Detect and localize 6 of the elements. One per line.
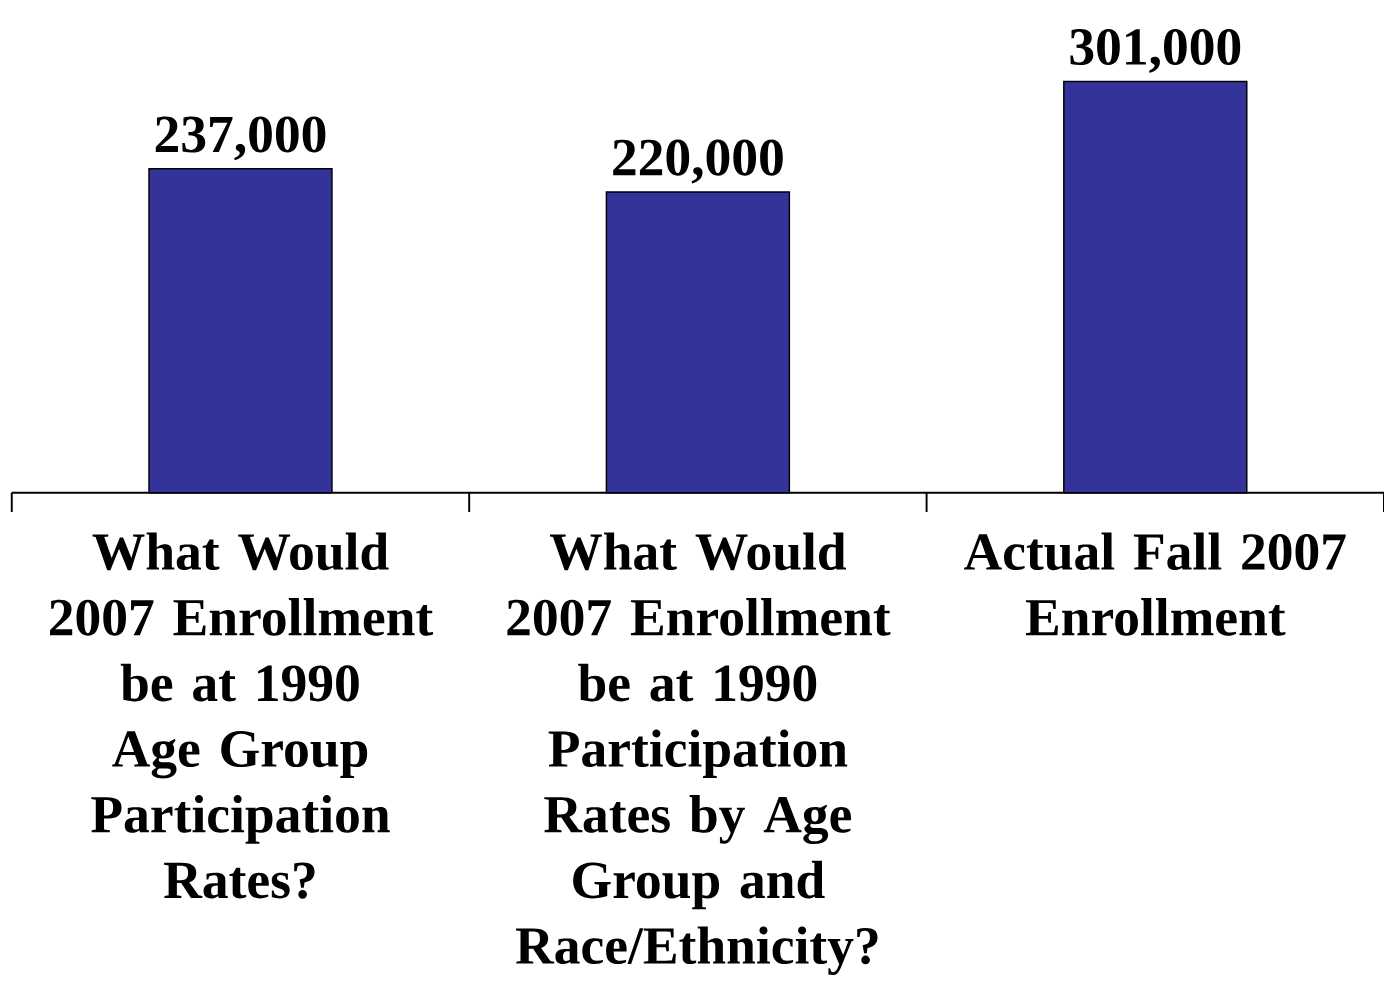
x-tick-label: What Would 2007 Enrollment be at 1990 Age Group Participation Rates? — [50, 532, 434, 899]
data-label: 237,000 — [155, 116, 326, 161]
x-tick-label: Actual Fall 2007 Enrollment — [964, 532, 1346, 636]
data-label: 301,000 — [1070, 28, 1241, 73]
data-label: 220,000 — [613, 139, 783, 184]
x-tick-label: What Would 2007 Enrollment be at 1990 Participation Rates by Age Group and Race/Ethnicity? — [507, 532, 891, 975]
